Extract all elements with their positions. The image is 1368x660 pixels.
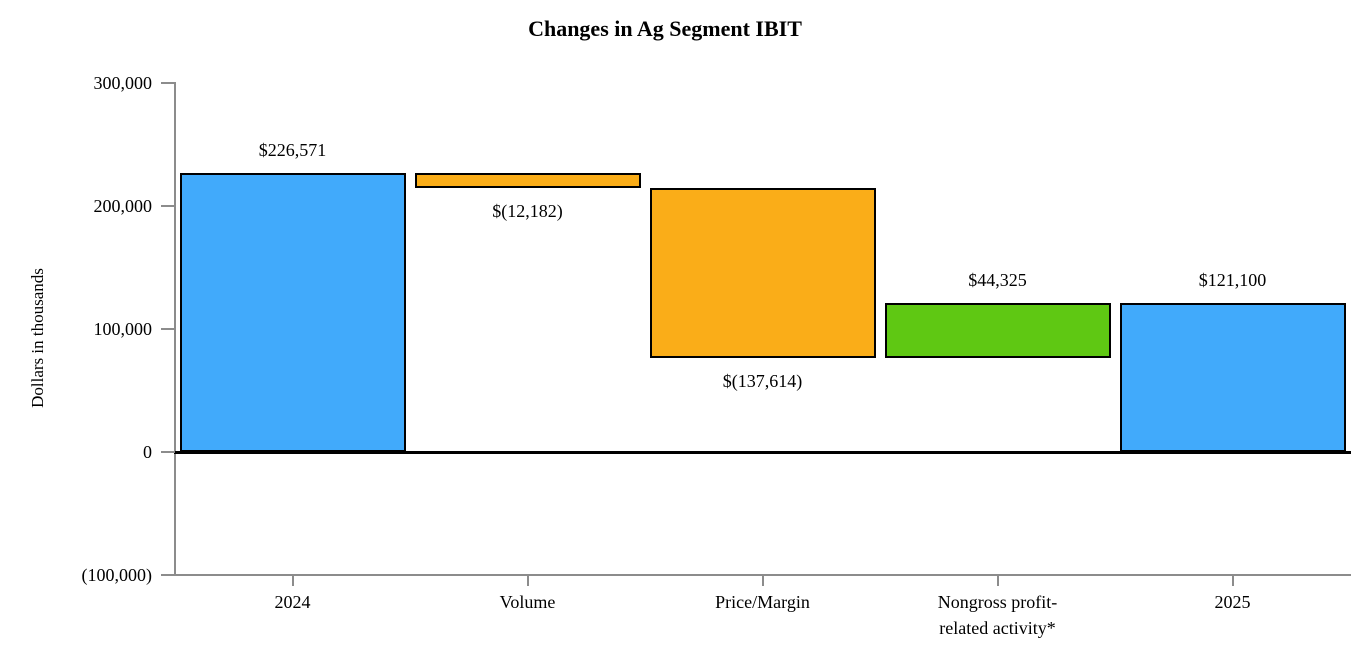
x-tick-mark bbox=[526, 575, 529, 586]
waterfall-bar bbox=[179, 173, 406, 452]
waterfall-bar bbox=[884, 303, 1111, 358]
x-category-label: 2025 bbox=[1214, 592, 1251, 612]
bar-value-label: $(12,182) bbox=[492, 201, 563, 222]
bar-value-label: $(137,614) bbox=[722, 370, 803, 391]
bar-value-label: $44,325 bbox=[968, 270, 1027, 291]
waterfall-bar bbox=[649, 188, 876, 358]
bar-value-label: $121,100 bbox=[1198, 270, 1267, 291]
x-category-label: Volume bbox=[499, 592, 556, 612]
y-tick-mark bbox=[161, 205, 175, 207]
zero-baseline bbox=[174, 451, 1351, 454]
x-category-label: Nongross profit- related activity* bbox=[937, 592, 1058, 638]
x-category-label: 2024 bbox=[274, 592, 311, 612]
y-axis-line bbox=[174, 82, 176, 576]
y-tick-mark bbox=[161, 451, 175, 453]
waterfall-bar bbox=[1119, 303, 1346, 452]
chart-title: Changes in Ag Segment IBIT bbox=[528, 16, 802, 41]
y-tick-label: 300,000 bbox=[93, 73, 153, 93]
y-tick-label: (100,000) bbox=[81, 565, 153, 585]
y-tick-mark bbox=[161, 82, 175, 84]
y-tick-mark bbox=[161, 574, 175, 576]
x-category-label: Price/Margin bbox=[715, 592, 810, 612]
x-tick-mark bbox=[1231, 575, 1234, 586]
y-tick-label: 0 bbox=[143, 442, 152, 462]
waterfall-bar bbox=[414, 173, 641, 189]
x-tick-mark bbox=[996, 575, 999, 586]
y-tick-label: 200,000 bbox=[93, 196, 153, 216]
x-tick-mark bbox=[761, 575, 764, 586]
y-tick-mark bbox=[161, 328, 175, 330]
x-tick-mark bbox=[291, 575, 294, 586]
bar-value-label: $226,571 bbox=[258, 140, 327, 161]
y-tick-label: 100,000 bbox=[93, 319, 153, 339]
